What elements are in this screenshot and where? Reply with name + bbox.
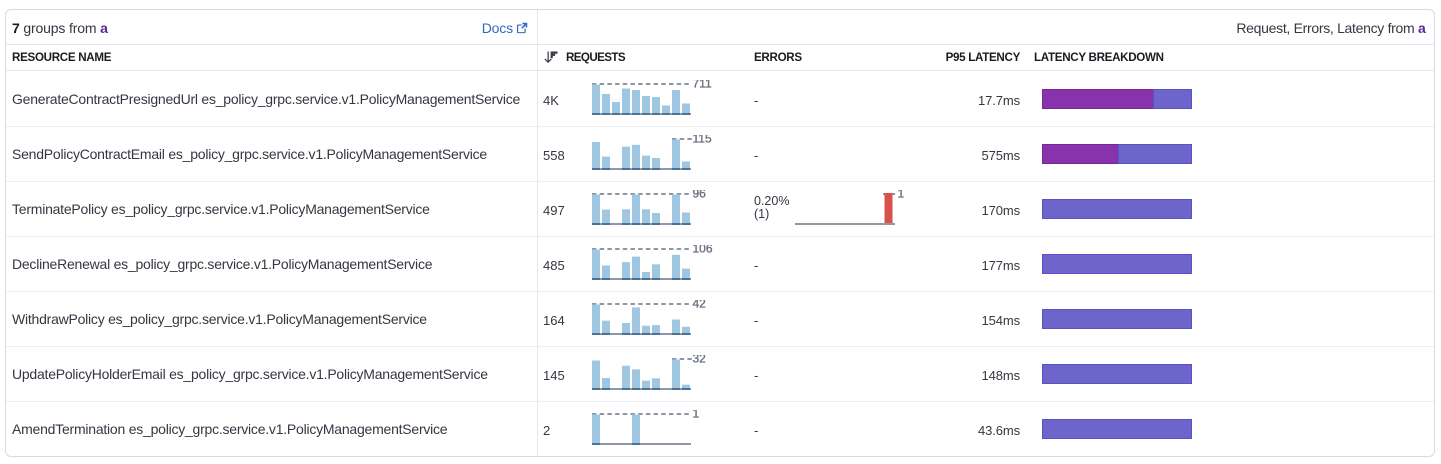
svg-text:106: 106 [693, 245, 713, 256]
svg-text:42: 42 [693, 300, 707, 311]
svg-text:32: 32 [693, 355, 707, 366]
svg-text:115: 115 [693, 135, 712, 146]
svg-text:1: 1 [898, 190, 905, 201]
svg-text:96: 96 [693, 190, 707, 201]
svg-text:1: 1 [693, 410, 700, 421]
svg-text:711: 711 [693, 80, 712, 91]
